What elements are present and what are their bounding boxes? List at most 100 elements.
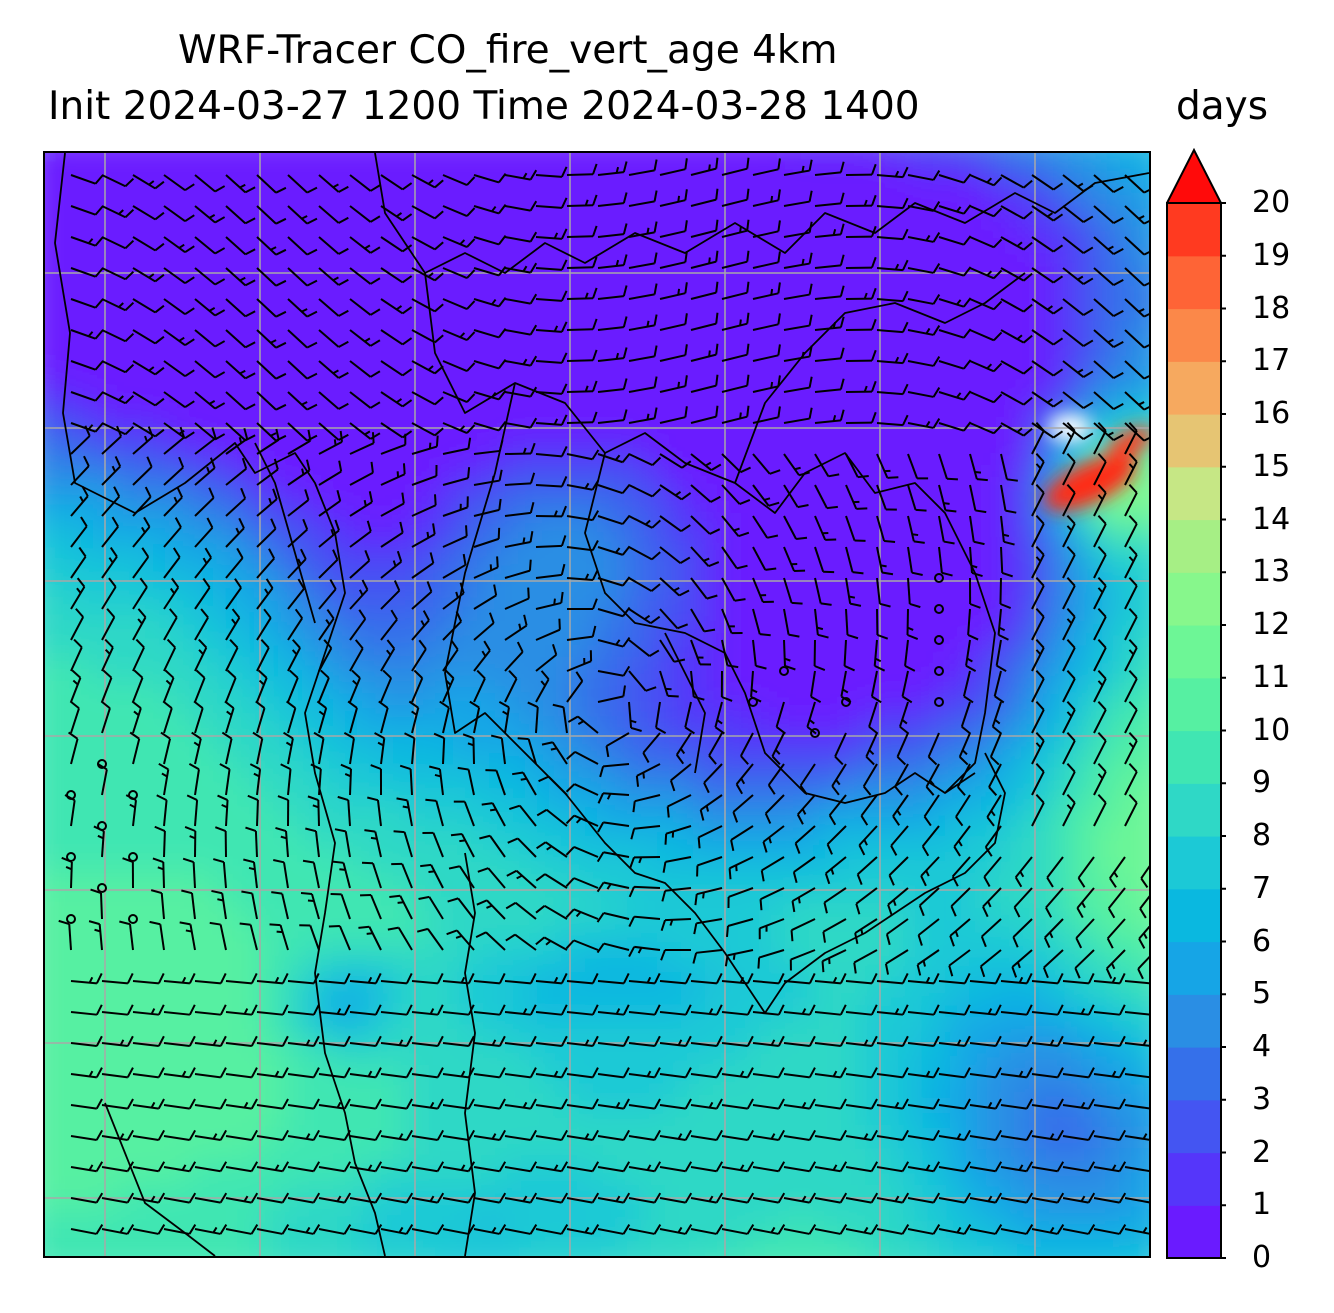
- wind-barb: [132, 547, 150, 579]
- wind-barb: [1014, 856, 1033, 888]
- wind-barb: [163, 577, 180, 610]
- wind-barb: [132, 174, 165, 190]
- wind-barb: [565, 877, 599, 889]
- wind-barb: [1062, 1098, 1095, 1110]
- calm-wind-marker: [97, 883, 107, 893]
- country-border: [664, 632, 706, 774]
- wind-barb: [1124, 701, 1138, 734]
- wind-barb: [349, 1035, 382, 1048]
- wind-barb: [225, 547, 244, 579]
- wind-barb: [783, 1098, 816, 1110]
- wind-barb: [845, 225, 877, 238]
- wind-barb: [132, 1224, 166, 1235]
- wind-barb: [675, 732, 692, 765]
- wind-barb: [411, 1161, 445, 1173]
- wind-barb: [380, 609, 398, 641]
- wind-barb: [938, 484, 957, 513]
- wind-barb: [938, 546, 953, 577]
- wind-barb: [566, 194, 598, 207]
- wind-barb: [628, 973, 661, 985]
- wind-barb: [101, 1192, 135, 1204]
- wind-barb: [690, 157, 719, 176]
- wind-barb: [1031, 298, 1064, 315]
- wind-barb: [907, 294, 941, 305]
- wind-barb: [88, 920, 103, 951]
- wind-barb: [1093, 1098, 1126, 1110]
- wind-barb: [535, 643, 558, 672]
- wind-barb: [442, 1224, 476, 1235]
- chart-title-line-1: WRF-Tracer CO_fire_vert_age 4km: [178, 28, 838, 73]
- wind-barb: [380, 422, 413, 439]
- wind-barb: [876, 515, 896, 543]
- wind-barb: [794, 825, 816, 854]
- wind-barb: [535, 1161, 569, 1173]
- wind-barb: [535, 563, 566, 579]
- wind-barb: [566, 1192, 600, 1204]
- wind-barb: [892, 794, 909, 826]
- wind-barb: [442, 973, 475, 985]
- wind-barb: [1011, 949, 1033, 978]
- wind-barb: [597, 545, 631, 556]
- wind-barb: [969, 1129, 1002, 1141]
- wind-barb: [194, 457, 216, 486]
- wind-barb: [163, 486, 184, 517]
- wind-barb: [411, 360, 444, 375]
- wind-barb: [100, 700, 111, 734]
- wind-barb: [448, 865, 475, 889]
- wind-barb: [194, 236, 226, 255]
- wind-barb: [256, 329, 287, 349]
- wind-barb: [1093, 973, 1126, 985]
- wind-barb: [132, 1035, 165, 1048]
- wind-barb: [1062, 515, 1076, 548]
- wind-barb: [899, 701, 910, 735]
- wind-barb: [535, 445, 568, 458]
- wind-barb: [1062, 298, 1094, 316]
- wind-barb: [659, 546, 691, 565]
- wind-barb: [194, 174, 226, 193]
- wind-barb: [225, 1004, 258, 1016]
- wind-barb: [597, 223, 628, 238]
- wind-barb: [597, 1067, 630, 1079]
- wind-barb: [814, 608, 829, 639]
- wind-barb: [504, 641, 524, 672]
- wind-barb: [969, 1004, 1002, 1016]
- wind-barb: [826, 825, 847, 855]
- wind-barb: [225, 1067, 258, 1079]
- wind-barb: [1000, 1129, 1033, 1141]
- colorbar-tick-label: 12: [1252, 607, 1291, 642]
- wind-barb: [752, 344, 781, 362]
- wind-barb: [225, 267, 256, 287]
- wind-barb: [699, 794, 723, 821]
- wind-barb: [969, 577, 981, 609]
- wind-barb: [70, 1192, 104, 1204]
- wind-barb: [1124, 670, 1138, 703]
- wind-barb: [194, 577, 211, 610]
- wind-barb: [69, 700, 80, 734]
- wind-barb: [504, 1035, 537, 1048]
- wind-barb: [969, 1098, 1002, 1110]
- wind-barb: [1031, 1224, 1065, 1235]
- wind-barb: [225, 298, 256, 318]
- wind-barb: [179, 921, 196, 951]
- wind-barb: [132, 426, 154, 455]
- wind-barb: [1124, 360, 1149, 380]
- wind-barb: [791, 887, 816, 913]
- wind-barb: [318, 422, 349, 441]
- wind-barb: [1093, 422, 1107, 455]
- wind-barb: [690, 374, 719, 393]
- wind-barb: [969, 329, 1003, 342]
- wind-barb: [243, 858, 258, 889]
- colorbar-band-5: [1167, 941, 1221, 995]
- wind-barb: [380, 1129, 413, 1141]
- wind-barb: [287, 1161, 321, 1173]
- wind-barb: [1093, 1161, 1127, 1173]
- wind-barb: [752, 608, 771, 637]
- wind-barb: [1093, 1004, 1126, 1016]
- wind-barb: [1031, 1098, 1064, 1110]
- wind-barb: [735, 763, 754, 795]
- wind-barb: [504, 293, 538, 305]
- colorbar-band-7: [1167, 836, 1221, 890]
- wind-barb: [473, 640, 491, 672]
- wind-barb: [999, 577, 1012, 610]
- wind-barb: [332, 860, 351, 889]
